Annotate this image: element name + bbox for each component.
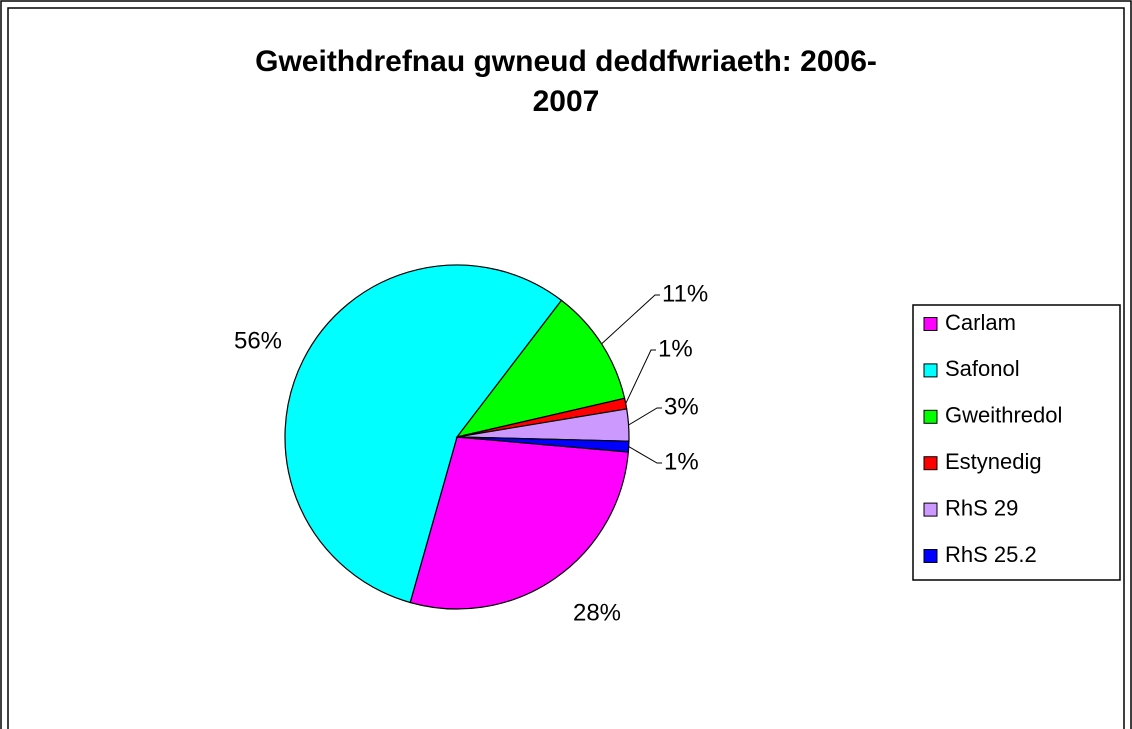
leader-line	[628, 407, 662, 426]
chart-title: Gweithdrefnau gwneud deddfwriaeth: 2006-…	[255, 45, 877, 118]
leader-line	[601, 294, 660, 345]
legend-label: Gweithredol	[945, 403, 1062, 428]
legend-label: Estynedig	[945, 449, 1042, 474]
inner-frame	[7, 7, 1125, 729]
pie-slice	[456, 436, 630, 453]
data-label: 56%	[234, 327, 282, 354]
legend-swatch	[923, 409, 938, 424]
legend-box	[912, 304, 1121, 581]
pie-slice	[455, 299, 626, 438]
data-label: 28%	[573, 599, 621, 626]
pie-slice	[284, 264, 563, 604]
legend-label: Carlam	[945, 310, 1016, 335]
data-label: 1%	[658, 335, 693, 362]
legend-label: Safonol	[945, 356, 1020, 381]
leader-line	[628, 446, 662, 464]
legend-swatch	[923, 502, 938, 517]
leader-line	[625, 349, 656, 404]
pie-slice	[409, 436, 629, 610]
data-label: 11%	[662, 280, 708, 307]
legend-swatch	[923, 456, 938, 471]
legend-label: RhS 29	[945, 495, 1018, 520]
data-label: 1%	[664, 448, 699, 475]
legend-swatch	[923, 317, 938, 331]
legend-swatch	[923, 363, 938, 378]
data-label: 3%	[664, 393, 699, 420]
legend-label: RhS 25.2	[945, 542, 1037, 567]
legend-swatch	[923, 549, 938, 563]
